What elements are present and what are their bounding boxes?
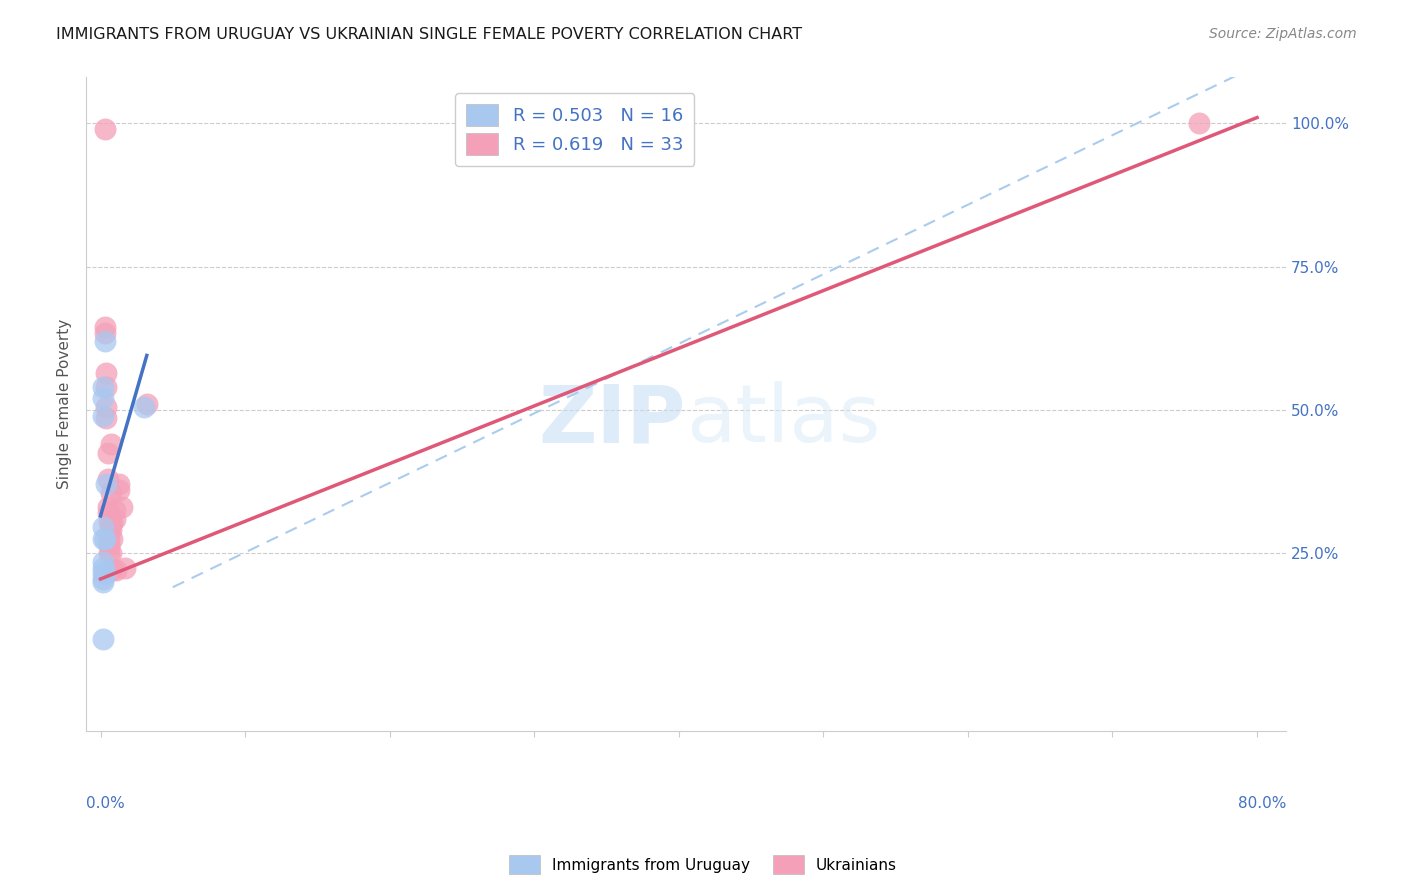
Point xyxy=(96,411,118,425)
Point xyxy=(96,366,118,380)
Point xyxy=(93,392,115,406)
Point xyxy=(98,538,121,552)
Text: 80.0%: 80.0% xyxy=(1237,797,1286,811)
Point xyxy=(108,483,131,497)
Point xyxy=(93,520,115,534)
Point xyxy=(98,546,121,560)
Point xyxy=(1188,116,1211,130)
Point xyxy=(98,515,121,529)
Point xyxy=(93,574,115,589)
Point xyxy=(100,486,122,500)
Point xyxy=(101,532,124,546)
Legend: Immigrants from Uruguay, Ukrainians: Immigrants from Uruguay, Ukrainians xyxy=(503,849,903,880)
Point xyxy=(98,526,121,541)
Point xyxy=(104,512,127,526)
Point xyxy=(94,566,117,581)
Point xyxy=(97,472,120,486)
Y-axis label: Single Female Poverty: Single Female Poverty xyxy=(58,319,72,490)
Point xyxy=(101,563,124,577)
Point xyxy=(93,555,115,569)
Point xyxy=(108,477,131,491)
Point xyxy=(93,566,115,581)
Point xyxy=(97,446,120,460)
Point xyxy=(100,546,122,560)
Point xyxy=(104,503,127,517)
Point xyxy=(135,397,157,411)
Point xyxy=(97,500,120,515)
Point xyxy=(93,572,115,586)
Point xyxy=(100,523,122,537)
Text: 0.0%: 0.0% xyxy=(86,797,125,811)
Point xyxy=(114,560,136,574)
Point xyxy=(93,380,115,394)
Text: Source: ZipAtlas.com: Source: ZipAtlas.com xyxy=(1209,27,1357,41)
Point xyxy=(94,334,117,348)
Point xyxy=(94,532,117,546)
Point xyxy=(98,532,121,546)
Text: ZIP: ZIP xyxy=(538,382,686,459)
Point xyxy=(94,319,117,334)
Point xyxy=(111,500,134,515)
Text: atlas: atlas xyxy=(686,382,880,459)
Legend: R = 0.503   N = 16, R = 0.619   N = 33: R = 0.503 N = 16, R = 0.619 N = 33 xyxy=(456,93,695,166)
Point xyxy=(93,632,115,647)
Point xyxy=(96,380,118,394)
Point xyxy=(100,517,122,532)
Point xyxy=(101,515,124,529)
Point xyxy=(93,532,115,546)
Point xyxy=(105,563,128,577)
Point xyxy=(96,477,118,491)
Point xyxy=(132,400,155,414)
Point xyxy=(94,326,117,340)
Text: IMMIGRANTS FROM URUGUAY VS UKRAINIAN SINGLE FEMALE POVERTY CORRELATION CHART: IMMIGRANTS FROM URUGUAY VS UKRAINIAN SIN… xyxy=(56,27,803,42)
Point xyxy=(96,400,118,414)
Point xyxy=(93,409,115,423)
Point xyxy=(94,122,117,136)
Point xyxy=(97,506,120,520)
Point xyxy=(93,560,115,574)
Point xyxy=(100,437,122,451)
